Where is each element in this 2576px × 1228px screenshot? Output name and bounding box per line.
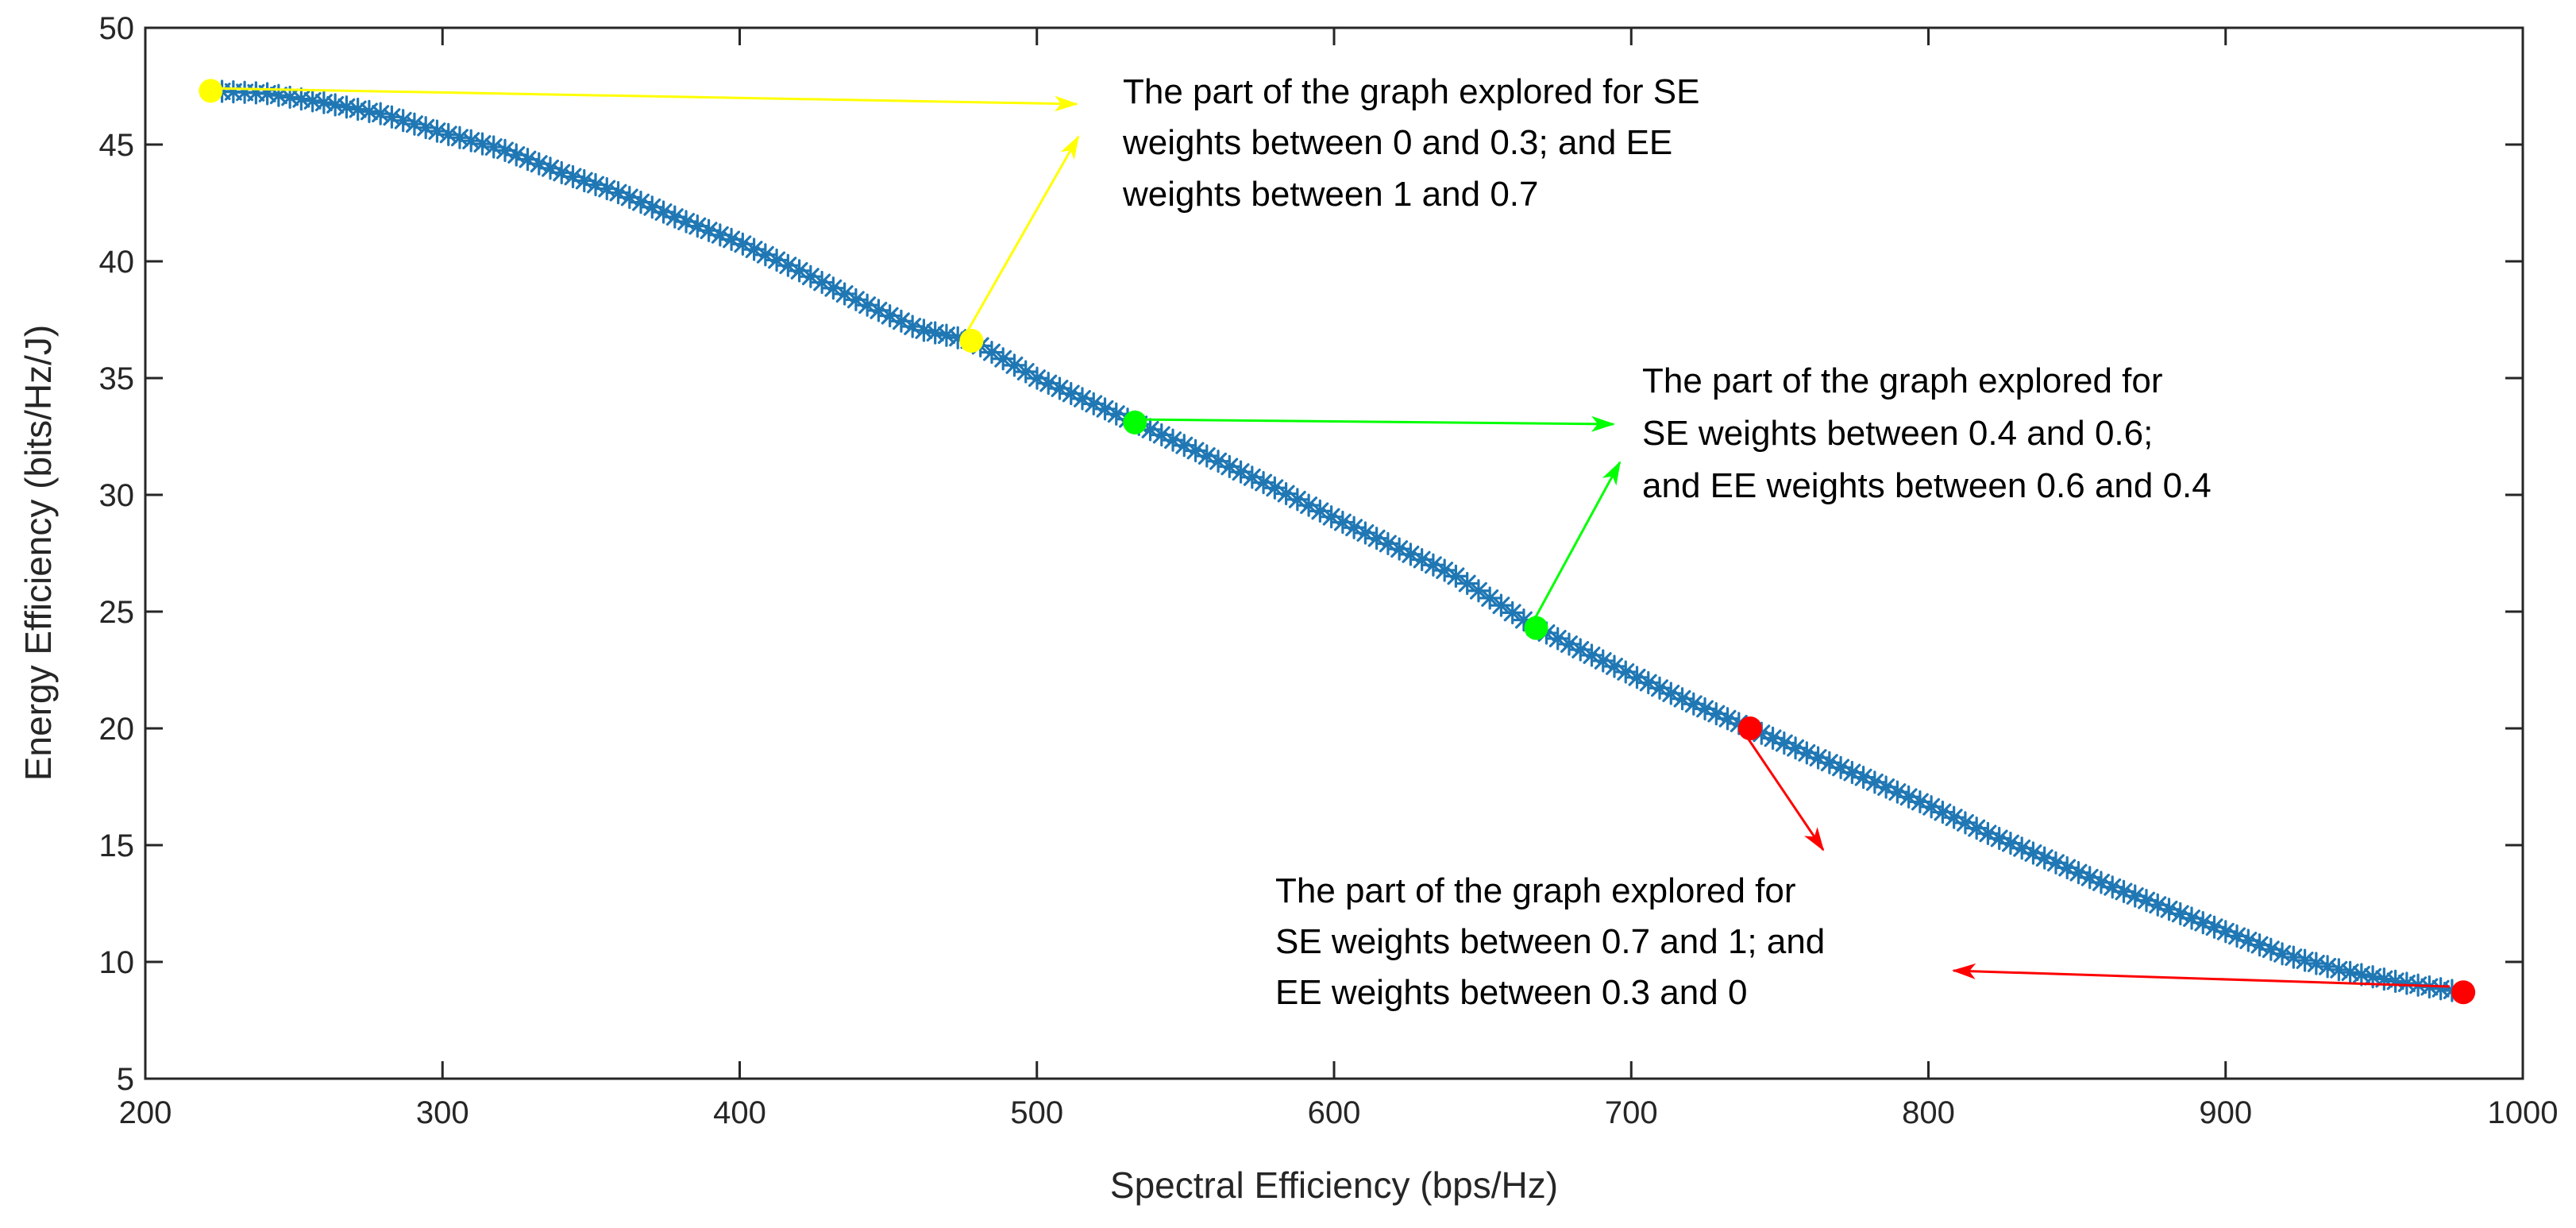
x-tick-label: 1000 bbox=[2488, 1095, 2559, 1130]
x-tick-label: 600 bbox=[1308, 1095, 1361, 1130]
highlight-point bbox=[959, 328, 984, 353]
highlight-point bbox=[1524, 616, 1548, 640]
y-tick-label: 45 bbox=[99, 128, 135, 163]
pareto-point bbox=[1240, 465, 1264, 489]
y-tick-label: 5 bbox=[117, 1062, 134, 1097]
pareto-point bbox=[414, 116, 438, 140]
highlight-layer bbox=[199, 79, 2476, 1005]
x-tick-label: 300 bbox=[416, 1095, 469, 1130]
x-tick-label: 800 bbox=[1902, 1095, 1955, 1130]
y-tick-label: 15 bbox=[99, 828, 135, 863]
x-tick-label: 400 bbox=[713, 1095, 766, 1130]
series-layer bbox=[199, 79, 2475, 1004]
y-tick-label: 25 bbox=[99, 595, 135, 630]
annotation-green-line-1: The part of the graph explored for bbox=[1642, 361, 2163, 400]
highlight-point bbox=[1123, 410, 1147, 434]
pareto-point bbox=[1625, 666, 1649, 689]
x-axis-title: Spectral Efficiency (bps/Hz) bbox=[1110, 1164, 1558, 1206]
annotation-arrow bbox=[1952, 963, 2451, 988]
y-tick-label: 50 bbox=[99, 11, 135, 46]
y-tick-label: 20 bbox=[99, 712, 135, 747]
x-tick-label: 500 bbox=[1010, 1095, 1063, 1130]
pareto-point bbox=[584, 172, 607, 197]
annotation-green-line-2: SE weights between 0.4 and 0.6; bbox=[1642, 414, 2153, 453]
y-axis-ticks: 5 10 15 20 25 30 35 40 45 50 bbox=[99, 11, 2523, 1097]
pareto-point bbox=[2429, 977, 2453, 1001]
annotation-arrow bbox=[1737, 724, 1825, 851]
x-tick-label: 700 bbox=[1605, 1095, 1658, 1130]
annotation-yellow-line-1: The part of the graph explored for SE bbox=[1123, 72, 1699, 111]
highlight-point bbox=[2451, 980, 2476, 1005]
y-tick-label: 40 bbox=[99, 245, 135, 280]
annotation-red-line-3: EE weights between 0.3 and 0 bbox=[1275, 973, 1747, 1012]
pareto-point bbox=[2100, 875, 2124, 899]
annotation-green-line-3: and EE weights between 0.6 and 0.4 bbox=[1642, 466, 2212, 505]
annotation-arrow bbox=[1128, 415, 1615, 432]
pareto-point bbox=[866, 299, 891, 322]
x-axis-ticks: 200 300 400 500 600 700 800 900 1000 bbox=[119, 28, 2559, 1130]
pareto-point bbox=[2134, 888, 2158, 913]
y-tick-label: 10 bbox=[99, 945, 135, 980]
annotation-arrow bbox=[204, 87, 1078, 112]
pareto-point bbox=[1456, 571, 1479, 596]
annotation-yellow-line-3: weights between 1 and 0.7 bbox=[1122, 175, 1539, 214]
pareto-point bbox=[368, 102, 392, 126]
annotation-red-line-2: SE weights between 0.7 and 1; and bbox=[1275, 922, 1825, 961]
annotation-yellow-line-2: weights between 0 and 0.3; and EE bbox=[1122, 123, 1672, 162]
y-tick-label: 35 bbox=[99, 361, 135, 396]
annotation-arrow bbox=[1531, 461, 1622, 624]
x-tick-label: 900 bbox=[2199, 1095, 2252, 1130]
y-tick-label: 30 bbox=[99, 478, 135, 513]
pareto-point bbox=[2395, 971, 2419, 995]
y-axis-title: Energy Efficiency (bits/Hz/J) bbox=[17, 325, 59, 781]
arrow-layer bbox=[204, 87, 2451, 988]
annotation-arrow bbox=[964, 135, 1080, 335]
highlight-point bbox=[199, 79, 223, 103]
annotation-red-line-1: The part of the graph explored for bbox=[1275, 871, 1796, 910]
pareto-point bbox=[924, 321, 947, 345]
x-tick-label: 200 bbox=[119, 1095, 172, 1130]
